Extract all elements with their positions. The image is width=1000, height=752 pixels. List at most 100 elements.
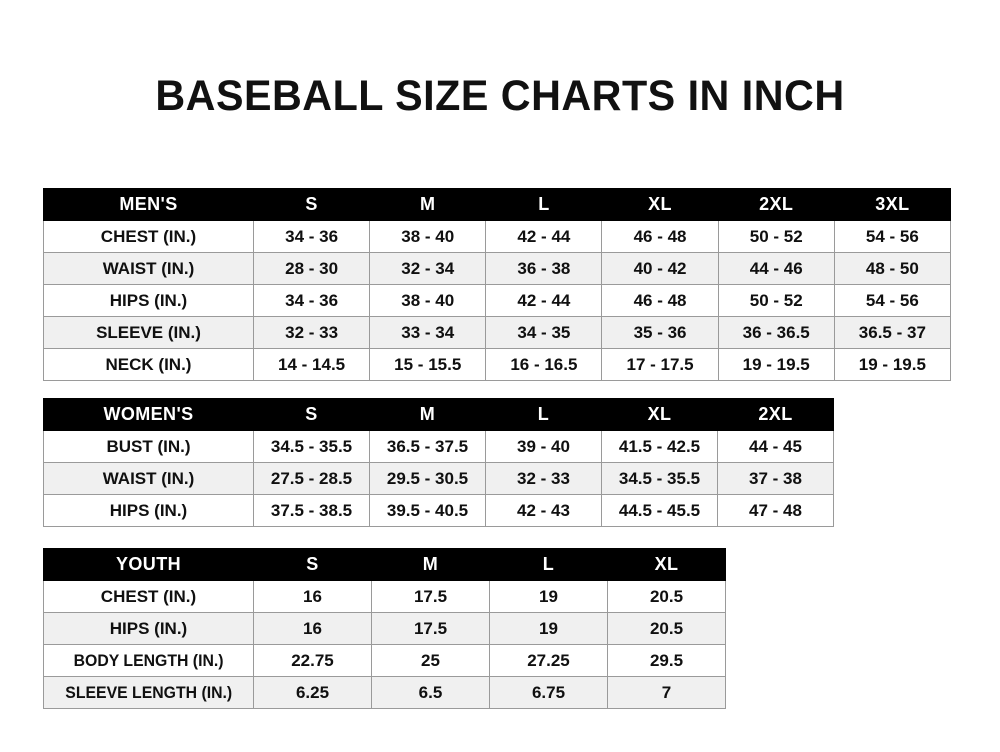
measurement-value: 47 - 48 [717,494,834,527]
measurement-value: 36.5 - 37 [833,316,951,349]
table-row: HIPS (IN.) 34 - 36 38 - 40 42 - 44 46 - 48 50… [43,284,951,317]
measurement-value: 34 - 36 [252,220,371,253]
measurement-label-text: NECK (IN.) [105,354,192,374]
measurement-value: 38 - 40 [369,220,487,253]
measurement-value: 42 - 44 [485,284,603,317]
measurement-value: 32 - 33 [485,462,602,495]
youth-size-header-s: S [253,548,372,581]
measurement-value: 34.5 - 35.5 [253,430,370,463]
measurement-value: 44 - 45 [717,430,834,463]
measurement-label-text: WAIST (IN.) [102,468,195,488]
measurement-value: 34 - 36 [252,284,371,317]
youth-chart-body: CHEST (IN.) 16 17.5 19 20.5 HIPS (IN.) 16 17.5 1… [43,580,726,709]
womens-size-header-xl: XL [601,398,718,431]
header-row: WOMEN'S S M L XL 2XL [43,398,834,431]
measurement-label: SLEEVE LENGTH (IN.) [43,676,254,709]
table-row: SLEEVE LENGTH (IN.) 6.25 6.5 6.75 7 [43,676,726,709]
measurement-value: 27.25 [489,644,608,677]
measurement-value: 20.5 [607,580,726,613]
measurement-value: 36 - 36.5 [717,316,835,349]
measurement-value: 29.5 [607,644,726,677]
measurement-value: 19 - 19.5 [833,348,951,381]
measurement-value: 16 [253,612,372,645]
measurement-value: 50 - 52 [717,284,835,317]
measurement-label-text: WAIST (IN.) [102,258,195,278]
measurement-label-text: HIPS (IN.) [109,500,188,520]
measurement-value: 44.5 - 45.5 [601,494,718,527]
mens-size-chart: MEN'S S M L XL 2XL 3XL CHEST (IN.) 34 - 36 38 - … [43,188,951,381]
header-row: YOUTH S M L XL [43,548,726,581]
measurement-value: 44 - 46 [717,252,835,285]
table-row: WAIST (IN.) 28 - 30 32 - 34 36 - 38 40 - 42 4… [43,252,951,285]
measurement-value: 16 - 16.5 [485,348,603,381]
measurement-label: HIPS (IN.) [43,494,254,527]
measurement-label-text: CHEST (IN.) [100,586,197,606]
measurement-value: 7 [607,676,726,709]
youth-size-chart: YOUTH S M L XL CHEST (IN.) 16 17.5 19 20.5 HIPS (… [43,548,726,709]
measurement-value: 22.75 [253,644,372,677]
measurement-label: BODY LENGTH (IN.) [43,644,254,677]
measurement-label: HIPS (IN.) [43,284,254,317]
measurement-value: 37.5 - 38.5 [253,494,370,527]
measurement-label-text: CHEST (IN.) [100,226,197,246]
youth-size-header-l: L [489,548,608,581]
measurement-label: WAIST (IN.) [43,462,254,495]
header-row: MEN'S S M L XL 2XL 3XL [43,188,951,221]
measurement-value: 19 - 19.5 [717,348,835,381]
measurement-value: 6.5 [371,676,490,709]
measurement-value: 41.5 - 42.5 [601,430,718,463]
measurement-value: 46 - 48 [601,220,719,253]
measurement-label: WAIST (IN.) [43,252,254,285]
measurement-value: 17.5 [371,612,490,645]
table-row: CHEST (IN.) 16 17.5 19 20.5 [43,580,726,613]
table-row: CHEST (IN.) 34 - 36 38 - 40 42 - 44 46 - 48 5… [43,220,951,253]
measurement-value: 34.5 - 35.5 [601,462,718,495]
measurement-value: 32 - 33 [252,316,371,349]
measurement-value: 48 - 50 [833,252,951,285]
measurement-value: 36.5 - 37.5 [369,430,486,463]
measurement-value: 42 - 43 [485,494,602,527]
measurement-value: 29.5 - 30.5 [369,462,486,495]
measurement-value: 25 [371,644,490,677]
youth-chart-header: YOUTH S M L XL [43,548,726,581]
measurement-label-text: BUST (IN.) [106,436,191,456]
measurement-label-text: BODY LENGTH (IN.) [73,650,224,670]
measurement-value: 50 - 52 [717,220,835,253]
mens-size-header-l: L [485,188,603,221]
measurement-value: 16 [253,580,372,613]
measurement-label: CHEST (IN.) [43,580,254,613]
measurement-value: 6.25 [253,676,372,709]
measurement-label: NECK (IN.) [43,348,254,381]
table-row: SLEEVE (IN.) 32 - 33 33 - 34 34 - 35 35 - 36… [43,316,951,349]
measurement-value: 40 - 42 [601,252,719,285]
womens-size-header-2xl: 2XL [717,398,834,431]
measurement-value: 28 - 30 [252,252,371,285]
measurement-value: 33 - 34 [369,316,487,349]
womens-size-header-l: L [485,398,602,431]
measurement-label-text: HIPS (IN.) [109,618,188,638]
measurement-value: 34 - 35 [485,316,603,349]
measurement-value: 39 - 40 [485,430,602,463]
measurement-value: 19 [489,580,608,613]
measurement-value: 6.75 [489,676,608,709]
table-row: NECK (IN.) 14 - 14.5 15 - 15.5 16 - 16.5 17 … [43,348,951,381]
measurement-value: 17 - 17.5 [601,348,719,381]
measurement-value: 14 - 14.5 [252,348,371,381]
mens-size-header-m: M [369,188,487,221]
measurement-value: 17.5 [371,580,490,613]
measurement-label-text: SLEEVE LENGTH (IN.) [65,682,232,702]
measurement-value: 20.5 [607,612,726,645]
table-row: HIPS (IN.) 37.5 - 38.5 39.5 - 40.5 42 - 43 4… [43,494,834,527]
table-row: BUST (IN.) 34.5 - 35.5 36.5 - 37.5 39 - 40 4… [43,430,834,463]
mens-chart-title: MEN'S [43,188,254,221]
table-row: WAIST (IN.) 27.5 - 28.5 29.5 - 30.5 32 - 33… [43,462,834,495]
measurement-value: 39.5 - 40.5 [369,494,486,527]
measurement-value: 32 - 34 [369,252,487,285]
measurement-label-text: SLEEVE (IN.) [96,322,201,342]
measurement-value: 54 - 56 [833,284,951,317]
mens-chart-header: MEN'S S M L XL 2XL 3XL [43,188,951,221]
measurement-value: 38 - 40 [369,284,487,317]
page-title: BASEBALL SIZE CHARTS IN INCH [155,72,845,120]
measurement-value: 54 - 56 [833,220,951,253]
